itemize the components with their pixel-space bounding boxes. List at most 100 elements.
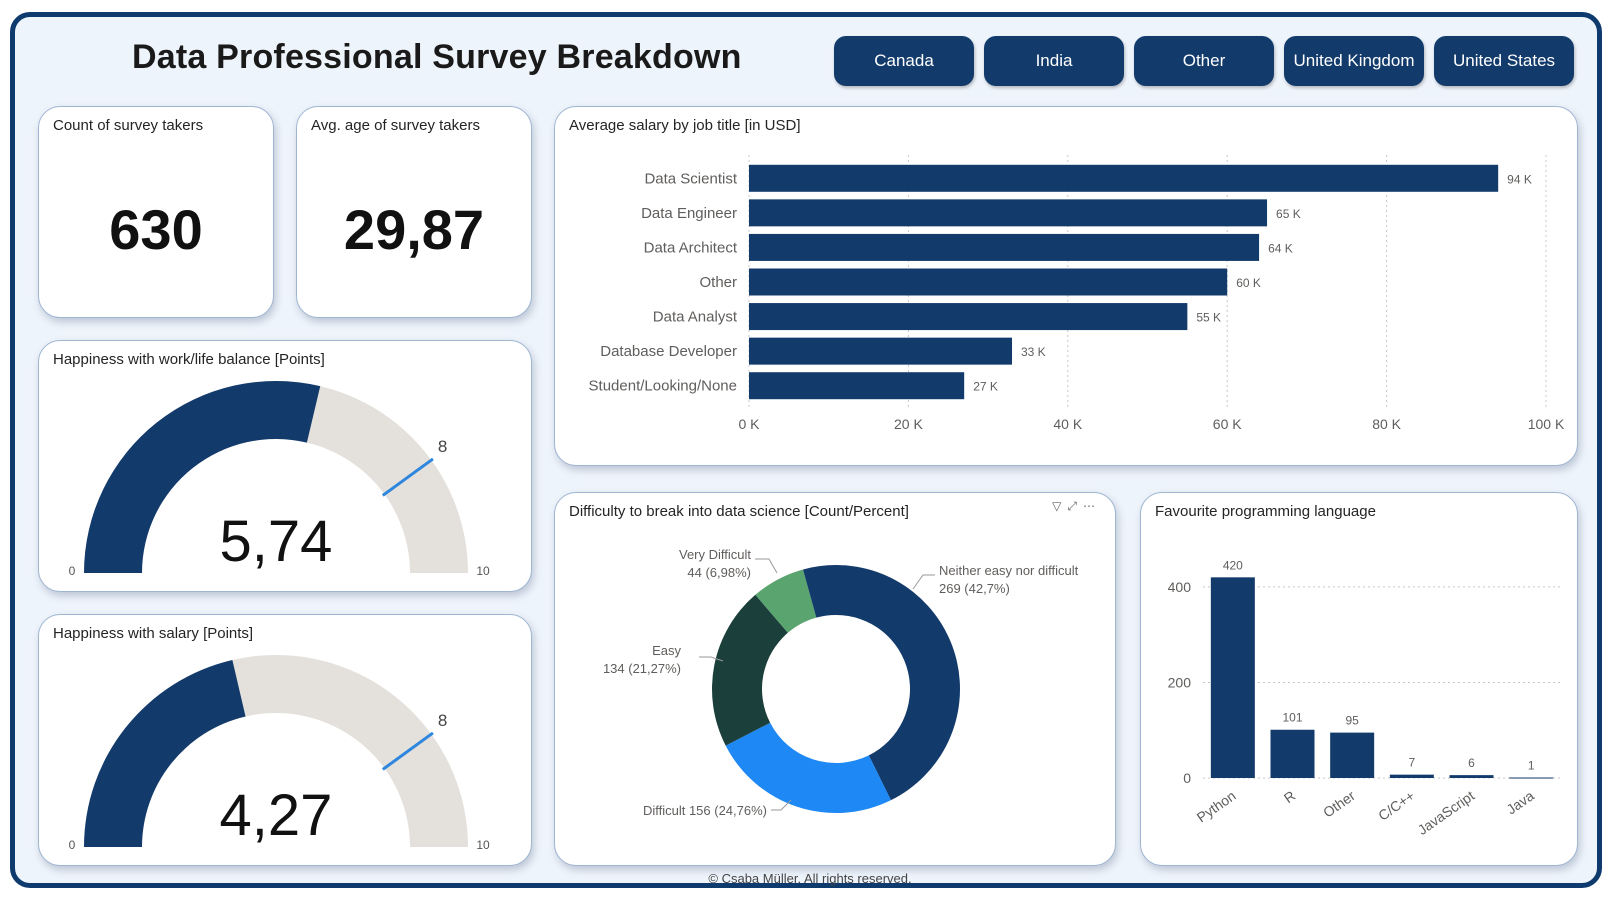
salary-category-label: Student/Looking/None bbox=[589, 378, 737, 395]
gauge-max-label: 10 bbox=[476, 838, 490, 852]
language-chart-card: Favourite programming language 0 200 400 42… bbox=[1140, 492, 1578, 866]
salary-category-label: Other bbox=[699, 274, 737, 291]
donut-leader-line bbox=[912, 574, 935, 590]
page-title: Data Professional Survey Breakdown bbox=[132, 38, 742, 76]
gauge-target-label: 8 bbox=[438, 437, 447, 456]
salary-bar[interactable] bbox=[749, 164, 1499, 192]
salary-chart-card: Average salary by job title [in USD] 0 K… bbox=[554, 106, 1578, 466]
language-bar[interactable] bbox=[1210, 577, 1255, 778]
salary-category-label: Database Developer bbox=[600, 343, 737, 360]
language-data-label: 95 bbox=[1345, 714, 1359, 728]
salary-x-tick: 60 K bbox=[1213, 416, 1242, 432]
donut-leader-line bbox=[699, 656, 724, 662]
donut-slice[interactable] bbox=[755, 569, 817, 633]
gauge-min-label: 0 bbox=[69, 564, 76, 578]
language-category-label: Java bbox=[1503, 787, 1537, 817]
donut-data-label: 269 (42,7%) bbox=[939, 581, 1010, 596]
donut-leader-line bbox=[755, 558, 778, 574]
slicer-canada[interactable]: Canada bbox=[834, 36, 974, 86]
donut-data-label: Neither easy nor difficult bbox=[939, 563, 1079, 578]
gauge-target-label: 8 bbox=[438, 711, 447, 730]
salary-x-tick: 80 K bbox=[1372, 416, 1401, 432]
language-data-label: 6 bbox=[1468, 756, 1475, 770]
difficulty-chart-title: Difficulty to break into data science [C… bbox=[569, 503, 909, 520]
salary-bar[interactable] bbox=[749, 372, 965, 400]
gauge-target-line bbox=[381, 731, 434, 771]
language-y-tick: 0 bbox=[1183, 770, 1191, 786]
salary-x-tick: 20 K bbox=[894, 416, 923, 432]
language-chart-title: Favourite programming language bbox=[1155, 503, 1376, 520]
language-bar[interactable] bbox=[1509, 777, 1554, 779]
language-data-label: 1 bbox=[1528, 759, 1535, 773]
salary-data-label: 60 K bbox=[1236, 276, 1261, 290]
kpi-count-label: Count of survey takers bbox=[53, 117, 204, 134]
gauge-card-salary: Happiness with salary [Points] 8 4,27 0 10 bbox=[38, 614, 532, 866]
salary-data-label: 33 K bbox=[1021, 345, 1046, 359]
gauge-worklife: 8 5,74 0 10 bbox=[69, 380, 490, 578]
gauge-value-label: 4,27 bbox=[220, 783, 333, 848]
gauge-target-line bbox=[381, 457, 434, 497]
donut-data-label: Very Difficult bbox=[679, 547, 751, 562]
donut-slice[interactable] bbox=[803, 565, 836, 618]
salary-bar-chart: 0 K 20 K 40 K 60 K 80 K 100 K Data Scientist 94… bbox=[589, 155, 1565, 432]
language-bar[interactable] bbox=[1270, 729, 1315, 778]
gauge-worklife-title: Happiness with work/life balance [Points… bbox=[53, 351, 325, 368]
salary-category-label: Data Engineer bbox=[641, 205, 737, 222]
kpi-card-count: Count of survey takers 630 bbox=[38, 106, 274, 318]
salary-data-label: 27 K bbox=[973, 380, 998, 394]
gauge-salary-title: Happiness with salary [Points] bbox=[53, 625, 254, 642]
kpi-card-age: Avg. age of survey takers 29,87 bbox=[296, 106, 532, 318]
language-y-tick: 200 bbox=[1168, 674, 1192, 690]
salary-bar[interactable] bbox=[749, 303, 1188, 331]
language-category-label: R bbox=[1281, 787, 1298, 806]
salary-category-label: Data Scientist bbox=[644, 170, 737, 187]
salary-x-tick: 0 K bbox=[738, 416, 760, 432]
salary-x-tick: 40 K bbox=[1053, 416, 1082, 432]
slicer-united-kingdom[interactable]: United Kingdom bbox=[1284, 36, 1424, 86]
language-bar-chart: 0 200 400 420 Python 101 R 95 Other 7 C/C++ 6 JavaSc… bbox=[1168, 558, 1561, 838]
gauge-value-label: 5,74 bbox=[220, 509, 333, 574]
donut-slice[interactable] bbox=[725, 722, 891, 813]
salary-bar[interactable] bbox=[749, 337, 1013, 365]
salary-category-label: Data Architect bbox=[644, 239, 738, 256]
slicer-other[interactable]: Other bbox=[1134, 36, 1274, 86]
language-data-label: 420 bbox=[1223, 558, 1243, 572]
language-bar[interactable] bbox=[1330, 732, 1375, 778]
donut-data-label: 134 (21,27%) bbox=[603, 661, 681, 676]
language-bar[interactable] bbox=[1389, 774, 1434, 778]
donut-leader-line bbox=[771, 799, 792, 811]
language-category-label: C/C++ bbox=[1375, 787, 1417, 823]
kpi-count-value: 630 bbox=[109, 198, 203, 261]
gauge-salary: 8 4,27 0 10 bbox=[69, 655, 490, 852]
slicer-united-states[interactable]: United States bbox=[1434, 36, 1574, 86]
language-category-label: Python bbox=[1194, 787, 1239, 825]
visual-header-icons[interactable]: ▽⤢⋯ bbox=[1052, 499, 1101, 513]
copyright-footer: © Csaba Müller. All rights reserved. bbox=[708, 871, 912, 886]
salary-category-label: Data Analyst bbox=[653, 309, 738, 326]
salary-data-label: 55 K bbox=[1196, 311, 1221, 325]
salary-data-label: 65 K bbox=[1276, 207, 1301, 221]
salary-data-label: 94 K bbox=[1507, 172, 1532, 186]
salary-x-tick: 100 K bbox=[1528, 416, 1565, 432]
donut-slice[interactable] bbox=[836, 565, 960, 801]
language-bar[interactable] bbox=[1449, 775, 1494, 778]
gauge-max-label: 10 bbox=[476, 564, 490, 578]
language-y-tick: 400 bbox=[1168, 579, 1192, 595]
language-data-label: 101 bbox=[1282, 711, 1302, 725]
salary-bar[interactable] bbox=[749, 199, 1268, 227]
gauge-min-label: 0 bbox=[69, 838, 76, 852]
difficulty-chart-card: Difficulty to break into data science [C… bbox=[554, 492, 1116, 866]
language-category-label: JavaScript bbox=[1415, 787, 1478, 838]
salary-bar[interactable] bbox=[749, 233, 1260, 261]
kpi-age-value: 29,87 bbox=[343, 198, 485, 261]
donut-data-label: Difficult 156 (24,76%) bbox=[643, 803, 767, 818]
donut-data-label: 44 (6,98%) bbox=[687, 565, 751, 580]
donut-slice[interactable] bbox=[712, 594, 788, 746]
slicer-india[interactable]: India bbox=[984, 36, 1124, 86]
salary-bar[interactable] bbox=[749, 268, 1228, 296]
donut-data-label: Easy bbox=[652, 643, 681, 658]
salary-data-label: 64 K bbox=[1268, 241, 1293, 255]
gauge-card-worklife: Happiness with work/life balance [Points… bbox=[38, 340, 532, 592]
language-category-label: Other bbox=[1320, 787, 1358, 820]
kpi-age-label: Avg. age of survey takers bbox=[311, 117, 480, 134]
